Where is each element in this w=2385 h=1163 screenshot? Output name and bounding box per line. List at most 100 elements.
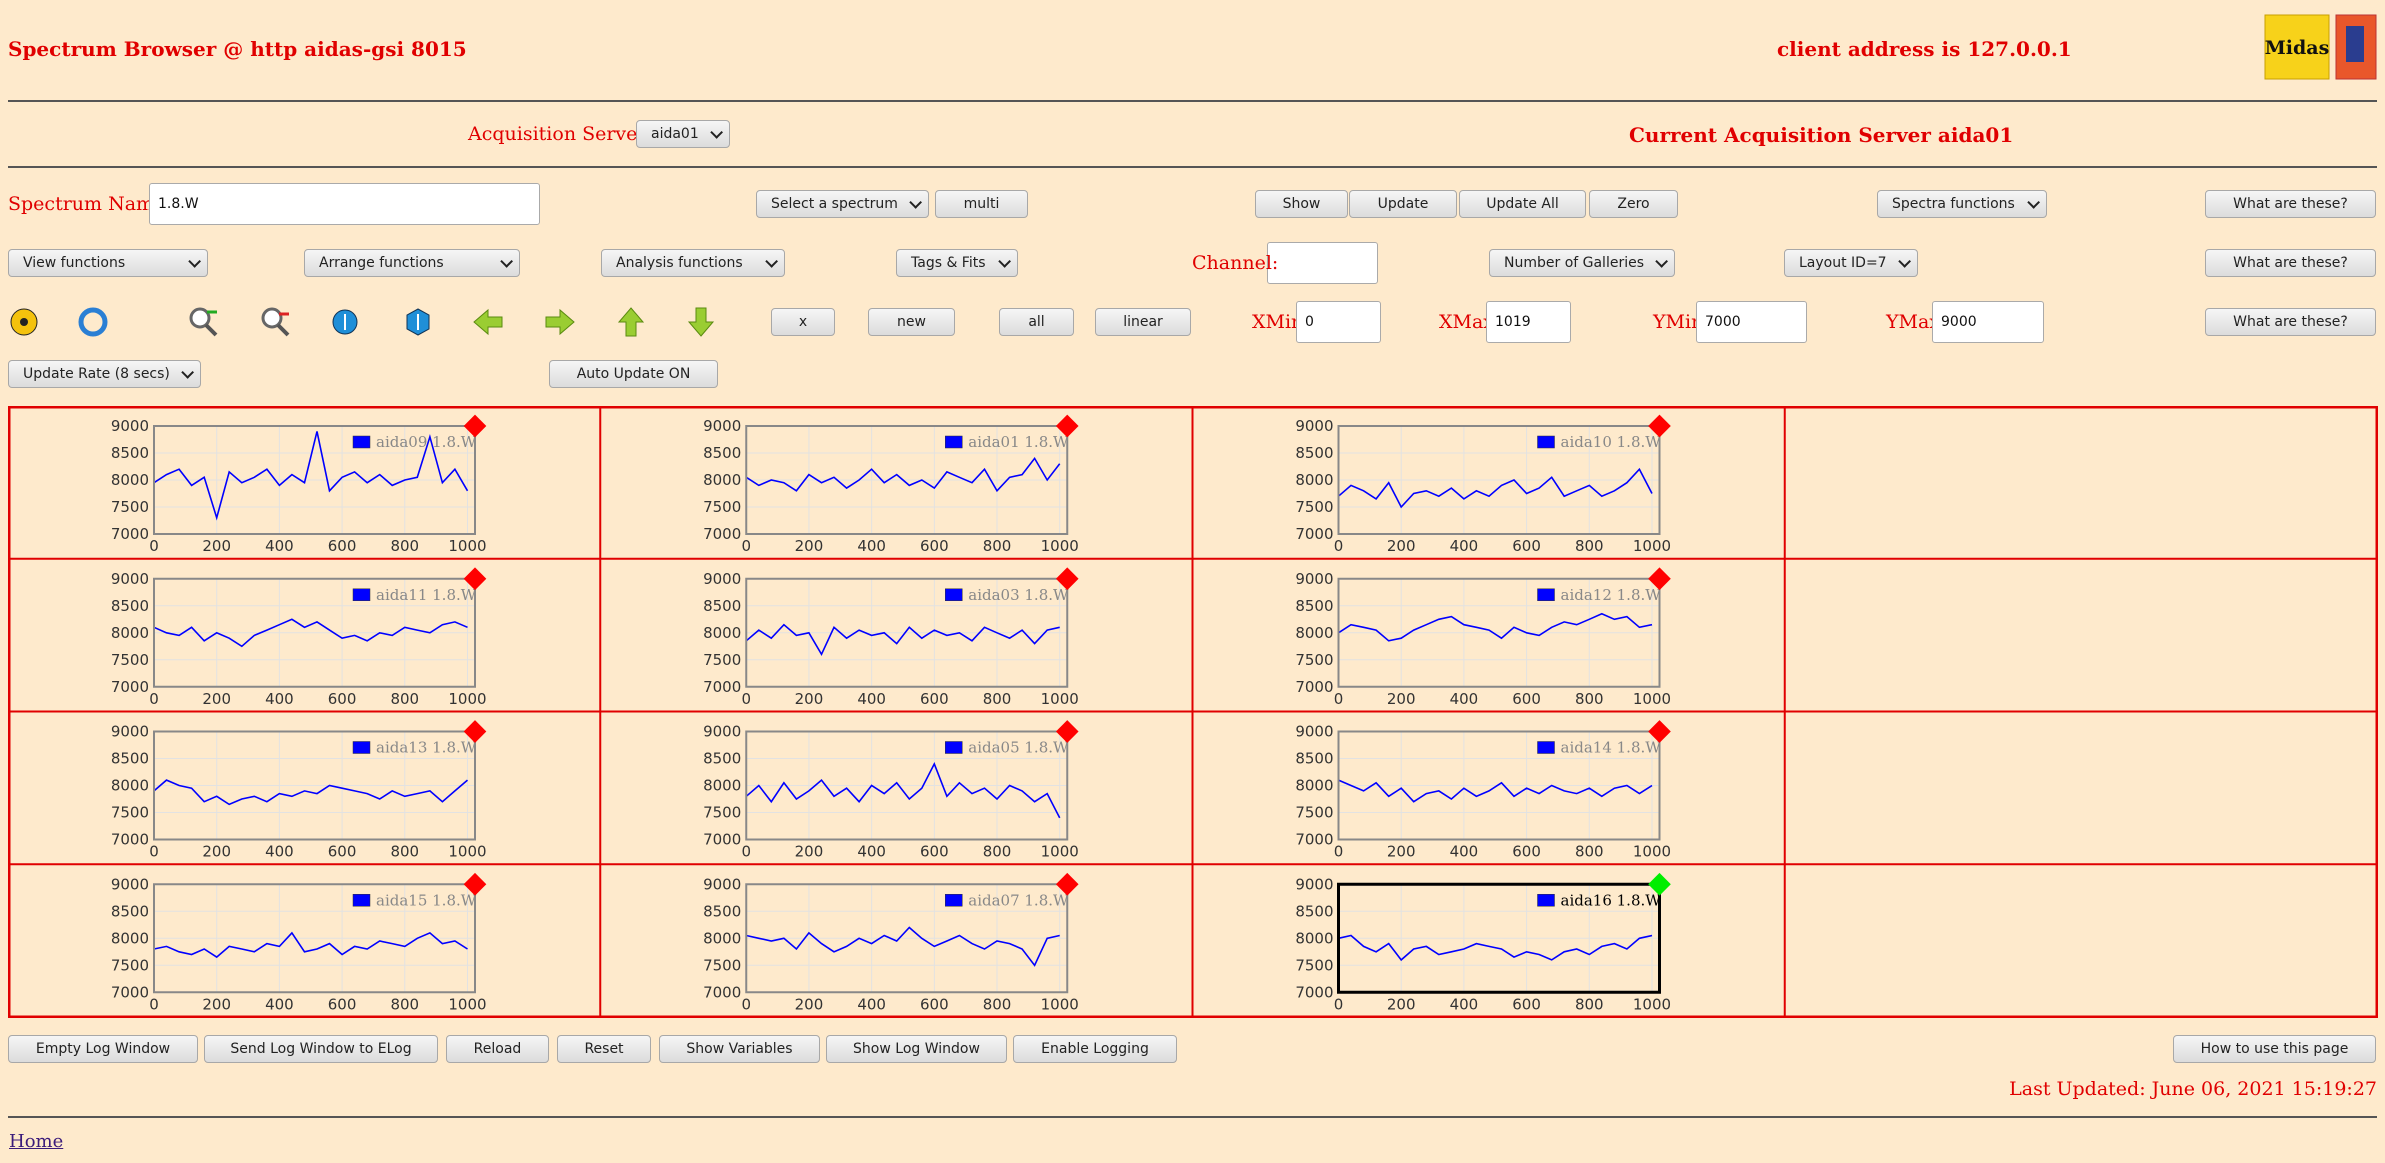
status-indicator bbox=[1055, 872, 1079, 896]
dropdown[interactable]: Tags & Fits bbox=[896, 249, 1018, 277]
button[interactable]: How to use this page bbox=[2173, 1035, 2376, 1063]
button[interactable]: Enable Logging bbox=[1013, 1035, 1177, 1063]
button[interactable]: Auto Update ON bbox=[549, 360, 718, 388]
y-tick-label: 9000 bbox=[1295, 875, 1333, 893]
arrow-left-icon[interactable] bbox=[473, 308, 503, 336]
dropdown[interactable]: aida01 bbox=[636, 120, 730, 148]
x-tick-label: 800 bbox=[1575, 537, 1604, 555]
y-tick-label: 7500 bbox=[703, 956, 741, 974]
legend-label: aida16 1.8.W bbox=[1561, 891, 1662, 909]
x-tick-label: 600 bbox=[920, 537, 949, 555]
text-input[interactable]: 0 bbox=[1296, 301, 1381, 343]
y-tick-label: 7500 bbox=[703, 804, 741, 822]
dropdown[interactable]: Select a spectrum bbox=[756, 190, 929, 218]
arrow-down-icon[interactable] bbox=[687, 307, 715, 337]
separator bbox=[8, 1116, 2377, 1118]
y-tick-label: 7000 bbox=[1295, 983, 1333, 1001]
button[interactable]: What are these? bbox=[2205, 308, 2376, 336]
button[interactable]: What are these? bbox=[2205, 190, 2376, 218]
x-tick-label: 1000 bbox=[448, 843, 486, 861]
text-input[interactable]: 1019 bbox=[1486, 301, 1571, 343]
spectrum-line bbox=[1338, 612, 1653, 642]
button[interactable]: Empty Log Window bbox=[8, 1035, 198, 1063]
x-tick-label: 800 bbox=[1575, 995, 1604, 1013]
compress-y-icon[interactable] bbox=[406, 308, 430, 336]
y-tick-label: 9000 bbox=[703, 723, 741, 741]
dropdown[interactable]: Analysis functions bbox=[601, 249, 785, 277]
legend-swatch bbox=[945, 741, 963, 754]
y-tick-label: 8000 bbox=[703, 624, 741, 642]
zoom-out-icon[interactable] bbox=[261, 307, 290, 337]
button[interactable]: new bbox=[868, 308, 955, 336]
x-tick-label: 600 bbox=[1512, 995, 1541, 1013]
plot-frame bbox=[745, 577, 1069, 688]
x-tick-label: 400 bbox=[1450, 537, 1479, 555]
y-tick-label: 7000 bbox=[111, 983, 149, 1001]
x-tick-label: 400 bbox=[857, 690, 886, 708]
home-link[interactable]: Home bbox=[9, 1131, 64, 1152]
y-tick-label: 7000 bbox=[703, 525, 741, 543]
x-tick-label: 0 bbox=[1334, 537, 1344, 555]
button[interactable]: linear bbox=[1095, 308, 1191, 336]
button[interactable]: Show Variables bbox=[659, 1035, 820, 1063]
radiation-icon[interactable] bbox=[10, 308, 38, 336]
dropdown[interactable]: View functions bbox=[8, 249, 208, 277]
x-tick-label: 800 bbox=[983, 995, 1012, 1013]
spectrum-line bbox=[745, 761, 1061, 819]
x-tick-label: 0 bbox=[1334, 995, 1344, 1013]
y-tick-label: 8000 bbox=[111, 624, 149, 642]
x-tick-label: 400 bbox=[265, 537, 294, 555]
y-tick-label: 7500 bbox=[111, 804, 149, 822]
button[interactable]: Update All bbox=[1459, 190, 1586, 218]
x-tick-label: 1000 bbox=[1041, 537, 1079, 555]
button[interactable]: Update bbox=[1349, 190, 1457, 218]
dropdown[interactable]: Number of Galleries bbox=[1489, 249, 1675, 277]
y-tick-label: 8000 bbox=[111, 471, 149, 489]
button[interactable]: What are these? bbox=[2205, 249, 2376, 277]
button[interactable]: Reload bbox=[446, 1035, 549, 1063]
dropdown[interactable]: Update Rate (8 secs) bbox=[8, 360, 201, 388]
text-input[interactable]: 1.8.W bbox=[149, 183, 540, 225]
button[interactable]: Send Log Window to ELog bbox=[204, 1035, 438, 1063]
x-tick-label: 600 bbox=[1512, 690, 1541, 708]
x-tick-label: 200 bbox=[1387, 843, 1416, 861]
dropdown[interactable]: Layout ID=7 bbox=[1784, 249, 1918, 277]
refresh-icon[interactable] bbox=[78, 307, 108, 337]
x-tick-label: 0 bbox=[149, 690, 159, 708]
x-tick-label: 200 bbox=[202, 537, 231, 555]
arrow-right-icon[interactable] bbox=[545, 308, 575, 336]
button[interactable]: Zero bbox=[1589, 190, 1678, 218]
spectrum-line bbox=[1338, 779, 1653, 803]
y-tick-label: 7000 bbox=[703, 678, 741, 696]
legend-label: aida14 1.8.W bbox=[1561, 739, 1662, 757]
zoom-in-icon[interactable] bbox=[189, 307, 218, 337]
dropdown[interactable]: Spectra functions bbox=[1877, 190, 2047, 218]
button[interactable]: all bbox=[999, 308, 1074, 336]
button[interactable]: Show bbox=[1255, 190, 1348, 218]
button[interactable]: Show Log Window bbox=[826, 1035, 1007, 1063]
y-tick-label: 8500 bbox=[111, 444, 149, 462]
button[interactable]: x bbox=[771, 308, 835, 336]
y-tick-label: 7000 bbox=[1295, 525, 1333, 543]
arrow-up-icon[interactable] bbox=[617, 307, 645, 337]
channel-input[interactable] bbox=[1267, 242, 1378, 284]
x-tick-label: 800 bbox=[1575, 690, 1604, 708]
y-tick-label: 8500 bbox=[111, 597, 149, 615]
expand-y-icon[interactable] bbox=[332, 309, 358, 335]
midas-logo-text: Midas bbox=[2265, 37, 2330, 59]
dropdown[interactable]: Arrange functions bbox=[304, 249, 520, 277]
x-tick-label: 0 bbox=[1334, 690, 1344, 708]
button[interactable]: multi bbox=[935, 190, 1028, 218]
field-label: XMin bbox=[1252, 311, 1304, 333]
text-input[interactable]: 9000 bbox=[1932, 301, 2044, 343]
spectrum-line bbox=[746, 926, 1060, 967]
button[interactable]: Reset bbox=[557, 1035, 651, 1063]
x-tick-label: 800 bbox=[983, 843, 1012, 861]
y-tick-label: 7500 bbox=[703, 498, 741, 516]
legend-swatch bbox=[1537, 741, 1555, 754]
text-input[interactable]: 7000 bbox=[1696, 301, 1807, 343]
field-label: YMin bbox=[1653, 311, 1704, 333]
legend-label: aida15 1.8.W bbox=[376, 891, 477, 909]
y-tick-label: 8500 bbox=[703, 902, 741, 920]
